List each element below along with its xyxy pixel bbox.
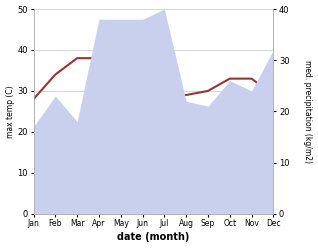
Y-axis label: med. precipitation (kg/m2): med. precipitation (kg/m2) xyxy=(303,60,313,163)
Y-axis label: max temp (C): max temp (C) xyxy=(5,85,15,138)
X-axis label: date (month): date (month) xyxy=(117,232,190,243)
